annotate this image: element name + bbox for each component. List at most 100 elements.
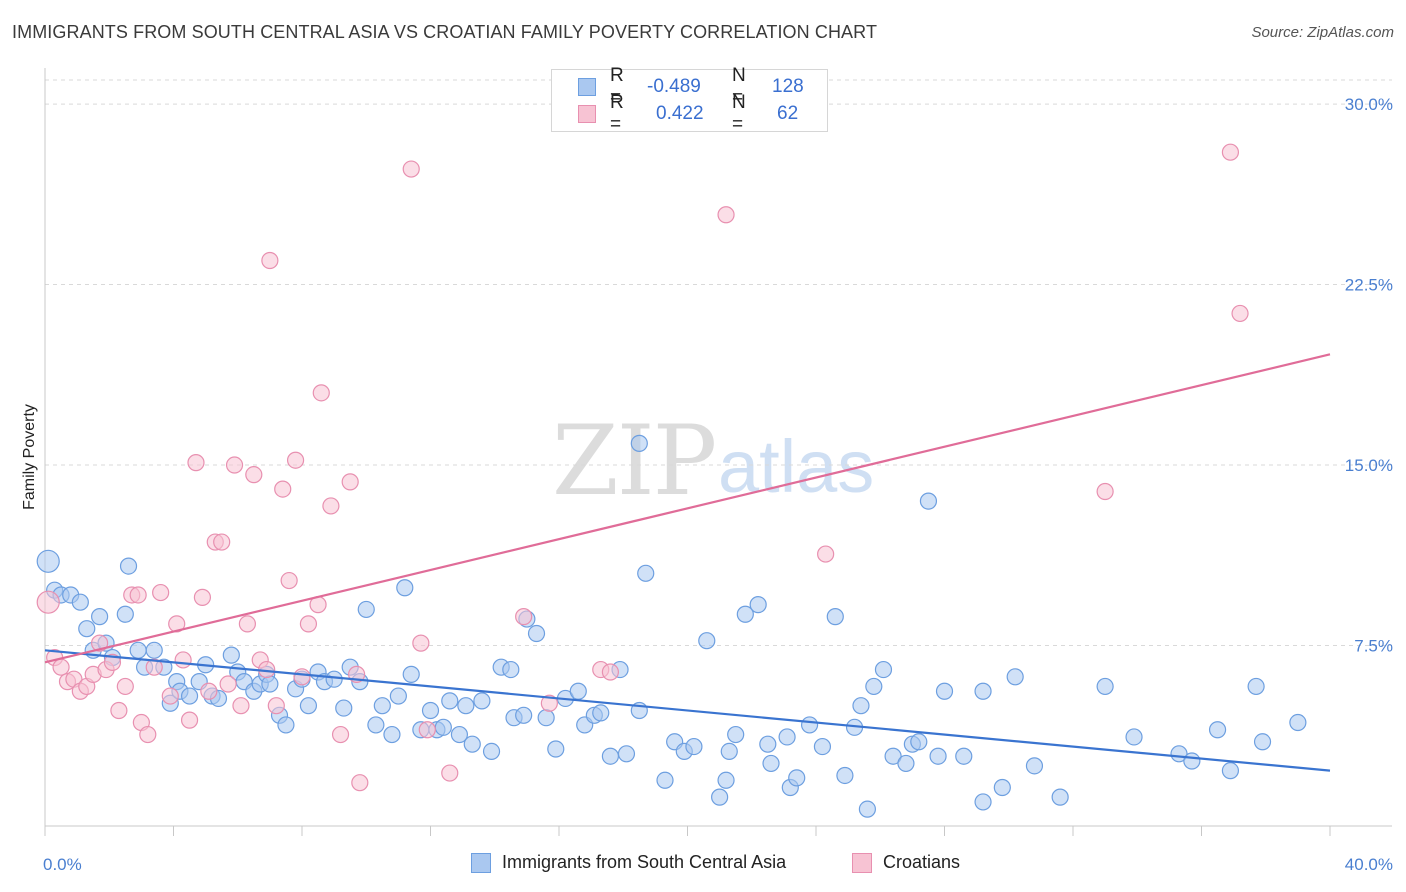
x-tick-label: 40.0% <box>1345 855 1393 874</box>
point-south-central-asia <box>119 557 138 575</box>
point-south-central-asia <box>91 608 109 626</box>
point-south-central-asia <box>836 766 854 785</box>
point-croatians <box>261 251 279 270</box>
point-south-central-asia <box>813 737 832 756</box>
point-south-central-asia <box>299 697 318 715</box>
point-south-central-asia <box>367 716 385 734</box>
axis-labels: 7.5% 15.0% 22.5% 30.0% 0.0% 40.0% Family Pover… <box>21 95 1393 874</box>
point-croatians <box>145 658 163 676</box>
point-croatians <box>36 590 60 614</box>
point-south-central-asia <box>1247 677 1265 696</box>
gridlines <box>45 79 1392 647</box>
point-south-central-asia <box>325 670 343 688</box>
point-croatians <box>103 653 122 671</box>
point-croatians <box>193 588 212 606</box>
legend-r-value: -0.489 <box>647 76 701 97</box>
y-tick-label: 22.5% <box>1345 276 1393 295</box>
point-croatians <box>717 206 735 224</box>
point-south-central-asia <box>1289 713 1307 732</box>
point-south-central-asia <box>858 800 877 818</box>
point-croatians <box>180 711 199 729</box>
legend-n-value: 62 <box>777 103 799 124</box>
point-south-central-asia <box>910 733 928 751</box>
legend-n-value: 128 <box>772 76 804 97</box>
trend-line-south-central-asia <box>44 649 1331 772</box>
series-legend-item-south-central-asia: Immigrants from South Central Asia <box>471 852 786 873</box>
point-south-central-asia <box>482 742 501 761</box>
point-south-central-asia <box>463 735 481 753</box>
axes <box>44 68 1392 836</box>
y-tick-label: 15.0% <box>1345 456 1393 475</box>
point-south-central-asia <box>1051 788 1069 806</box>
correlation-legend: R = -0.489 N = 128 R = 0.422 N = 62 <box>551 65 828 135</box>
point-south-central-asia <box>778 728 796 746</box>
point-south-central-asia <box>389 687 407 705</box>
point-south-central-asia <box>502 660 520 679</box>
point-south-central-asia <box>749 596 767 614</box>
point-south-central-asia <box>630 434 648 452</box>
point-south-central-asia <box>1006 668 1024 686</box>
point-croatians <box>174 651 192 669</box>
point-south-central-asia <box>402 665 420 683</box>
point-croatians <box>286 451 305 469</box>
point-south-central-asia <box>383 725 401 744</box>
point-croatians <box>341 473 359 491</box>
point-south-central-asia <box>698 632 716 650</box>
point-croatians <box>515 608 533 626</box>
point-croatians <box>1231 304 1249 323</box>
point-south-central-asia <box>441 692 459 710</box>
watermark-zip: ZIP <box>552 405 717 517</box>
point-south-central-asia <box>974 793 992 811</box>
point-south-central-asia <box>935 682 954 700</box>
point-south-central-asia <box>884 747 902 765</box>
point-south-central-asia <box>656 771 674 789</box>
point-croatians <box>116 677 134 696</box>
point-south-central-asia <box>929 747 947 765</box>
chart-title: IMMIGRANTS FROM SOUTH CENTRAL ASIA VS CR… <box>12 22 878 42</box>
legend-n-label: N = <box>732 65 746 108</box>
point-croatians <box>299 615 318 633</box>
point-south-central-asia <box>434 718 452 736</box>
point-croatians <box>219 675 237 693</box>
point-south-central-asia <box>711 788 729 806</box>
point-south-central-asia <box>457 697 475 715</box>
point-croatians <box>312 384 330 402</box>
point-south-central-asia <box>569 682 587 700</box>
point-south-central-asia <box>129 641 147 659</box>
point-south-central-asia <box>592 704 610 722</box>
point-croatians <box>187 454 205 472</box>
data-points <box>36 143 1307 818</box>
point-croatians <box>280 571 298 590</box>
point-south-central-asia <box>919 492 938 510</box>
point-south-central-asia <box>826 608 844 626</box>
point-croatians <box>1221 143 1240 161</box>
point-croatians <box>129 586 147 604</box>
point-south-central-asia <box>527 624 546 643</box>
y-tick-label: 30.0% <box>1345 95 1393 114</box>
point-croatians <box>441 764 459 782</box>
point-croatians <box>245 466 263 484</box>
point-south-central-asia <box>1125 728 1143 746</box>
series-legend: Immigrants from South Central Asia Croat… <box>0 852 1406 878</box>
point-south-central-asia <box>993 778 1011 797</box>
series-swatch-pink <box>852 852 872 873</box>
point-south-central-asia <box>396 579 414 597</box>
point-croatians <box>267 697 285 715</box>
point-croatians <box>540 694 558 712</box>
point-south-central-asia <box>71 593 89 611</box>
trend-line-croatians <box>44 353 1331 664</box>
point-south-central-asia <box>617 745 636 763</box>
point-south-central-asia <box>865 677 883 696</box>
point-south-central-asia <box>373 697 391 715</box>
point-south-central-asia <box>450 725 469 744</box>
series-label: Immigrants from South Central Asia <box>502 852 787 872</box>
point-south-central-asia <box>335 699 353 717</box>
point-south-central-asia <box>357 600 375 619</box>
point-south-central-asia <box>759 735 777 753</box>
series-legend-item-croatians: Croatians <box>852 852 960 873</box>
point-south-central-asia <box>955 747 973 765</box>
legend-r-label: R = <box>610 65 624 108</box>
x-tick-label: 0.0% <box>43 855 82 874</box>
y-axis-title: Family Poverty <box>21 404 38 510</box>
